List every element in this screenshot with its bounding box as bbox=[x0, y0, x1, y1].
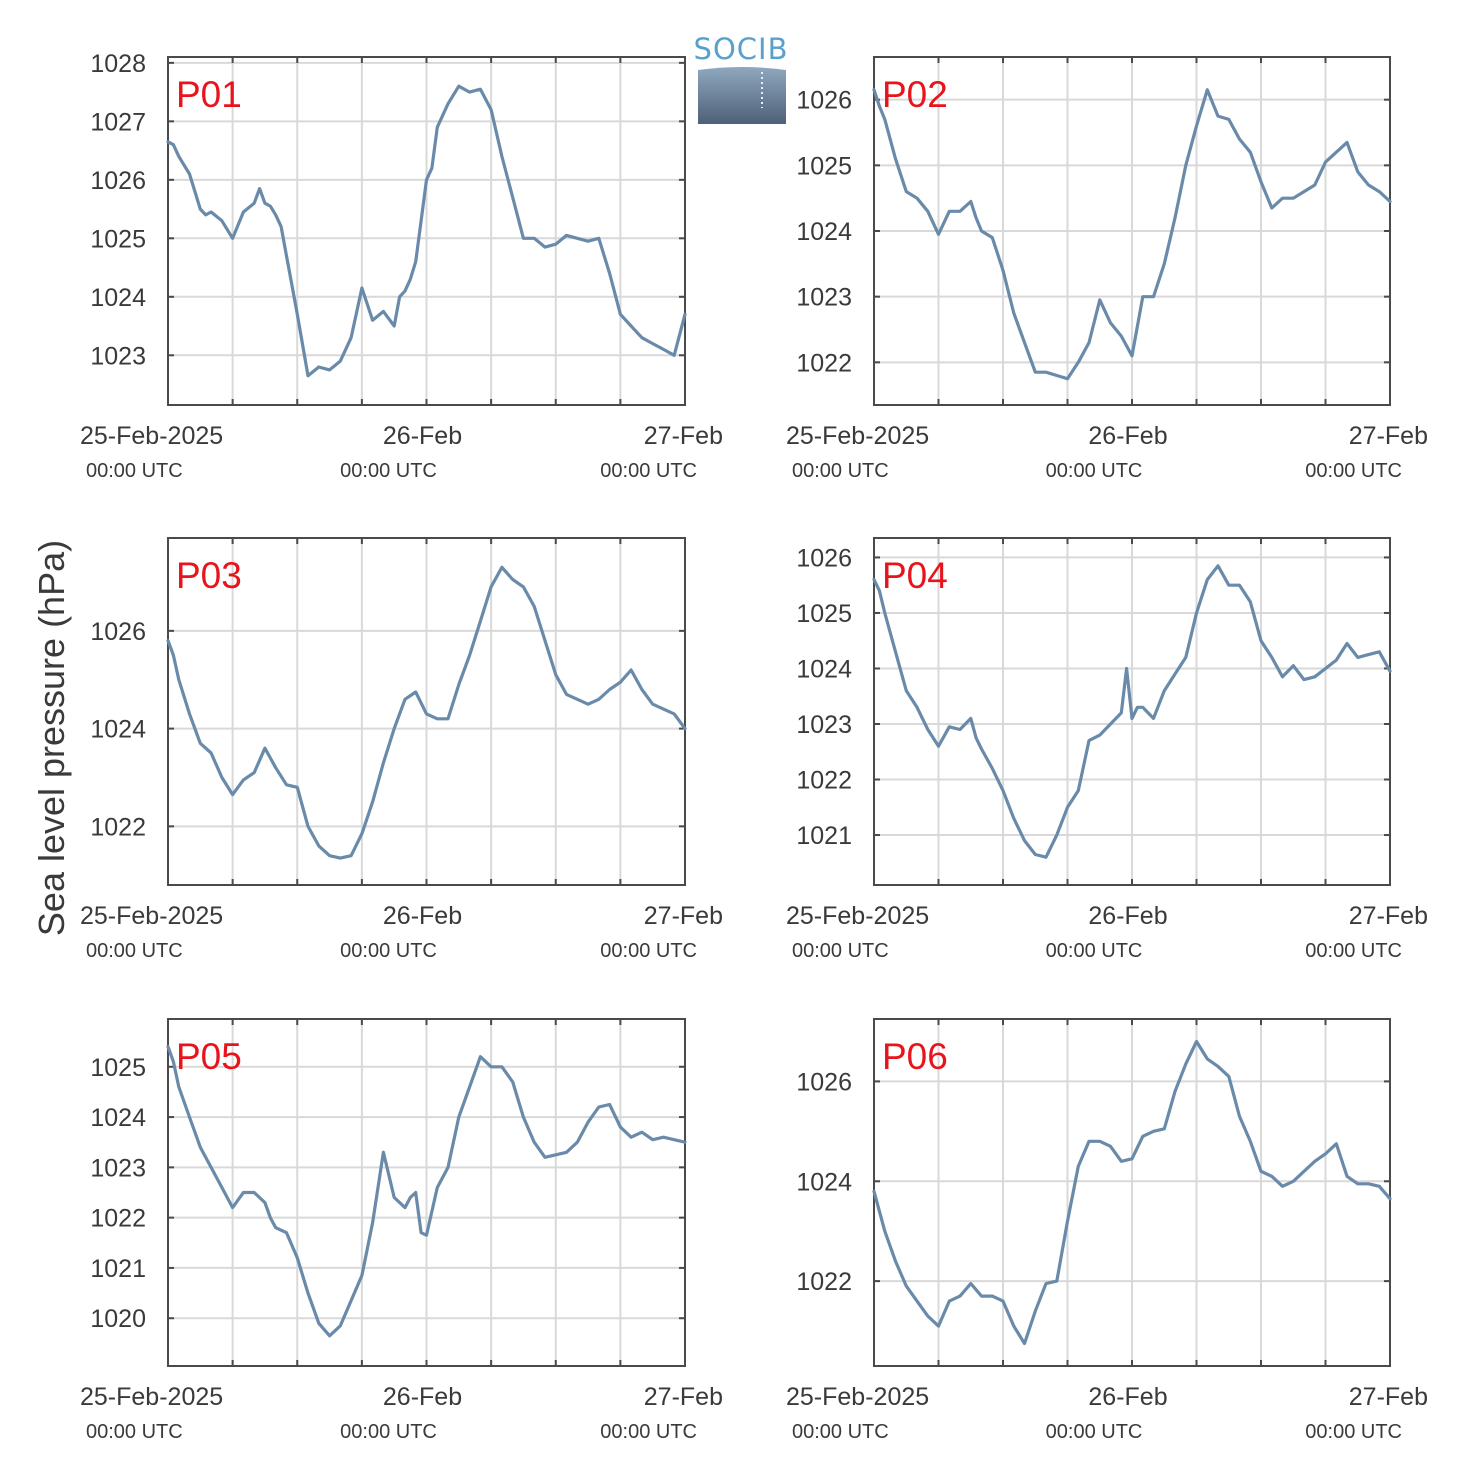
x-tick-time-label: 00:00 UTC bbox=[600, 940, 697, 962]
y-tick-label: 1024 bbox=[796, 655, 852, 683]
x-tick-time-label: 00:00 UTC bbox=[86, 1421, 183, 1443]
x-tick-time-label: 00:00 UTC bbox=[792, 460, 889, 482]
panel-p05: 1020 1021 1022 1023 1024 1025 P05 25-Feb-2025 00… bbox=[80, 1018, 723, 1443]
y-tick-label: 1025 bbox=[90, 225, 146, 253]
x-tick-date-label: 25-Feb-2025 bbox=[80, 422, 223, 450]
plot-frame bbox=[873, 537, 1391, 886]
x-tick-date-label: 27-Feb bbox=[1349, 422, 1428, 450]
y-tick-label: 1025 bbox=[796, 600, 852, 628]
y-tick-label: 1022 bbox=[796, 349, 852, 377]
x-tick-time-label: 00:00 UTC bbox=[792, 940, 889, 962]
panel-label: P04 bbox=[882, 555, 948, 596]
x-tick-time-label: 00:00 UTC bbox=[340, 460, 437, 482]
x-tick-time-label: 00:00 UTC bbox=[600, 460, 697, 482]
y-tick-label: 1026 bbox=[796, 87, 852, 115]
x-tick-date-label: 27-Feb bbox=[1349, 1383, 1428, 1411]
x-tick-time-label: 00:00 UTC bbox=[1046, 940, 1143, 962]
y-tick-label: 1026 bbox=[90, 618, 146, 646]
x-tick-time-label: 00:00 UTC bbox=[1305, 1421, 1402, 1443]
y-tick-label: 1026 bbox=[796, 544, 852, 572]
y-tick-label: 1022 bbox=[796, 1268, 852, 1296]
y-tick-label: 1024 bbox=[90, 1104, 146, 1132]
plot-frame bbox=[167, 1018, 686, 1367]
y-tick-label: 1024 bbox=[90, 284, 146, 312]
x-tick-time-label: 00:00 UTC bbox=[340, 1421, 437, 1443]
panel-p02: 1022 1023 1024 1025 1026 P02 25-Feb-2025 00:00 … bbox=[786, 56, 1428, 482]
y-tick-label: 1022 bbox=[90, 1205, 146, 1233]
x-tick-date-label: 27-Feb bbox=[644, 902, 723, 930]
y-tick-label: 1023 bbox=[796, 711, 852, 739]
panel-p04: 1021 1022 1023 1024 1025 1026 P04 25-Feb-2025 00… bbox=[786, 537, 1428, 962]
y-tick-label: 1026 bbox=[90, 167, 146, 195]
x-tick-date-label: 26-Feb bbox=[383, 902, 462, 930]
x-tick-date-label: 27-Feb bbox=[644, 422, 723, 450]
panel-label: P06 bbox=[882, 1036, 948, 1077]
panel-label: P01 bbox=[176, 74, 242, 115]
y-tick-label: 1023 bbox=[90, 1154, 146, 1182]
x-tick-date-label: 26-Feb bbox=[383, 1383, 462, 1411]
y-tick-label: 1021 bbox=[90, 1255, 146, 1283]
logo-text: SOCIB bbox=[694, 32, 789, 66]
panel-label: P05 bbox=[176, 1036, 242, 1077]
x-tick-time-label: 00:00 UTC bbox=[1305, 940, 1402, 962]
y-tick-label: 1021 bbox=[796, 822, 852, 850]
y-tick-label: 1024 bbox=[796, 1168, 852, 1196]
y-tick-label: 1027 bbox=[90, 108, 146, 136]
series-line bbox=[166, 1045, 687, 1338]
y-axis-label: Sea level pressure (hPa) bbox=[31, 540, 72, 936]
plot-frame bbox=[873, 56, 1391, 406]
y-tick-label: 1026 bbox=[796, 1068, 852, 1096]
series-line bbox=[872, 88, 1392, 381]
x-tick-time-label: 00:00 UTC bbox=[792, 1421, 889, 1443]
y-tick-label: 1023 bbox=[90, 342, 146, 370]
x-tick-time-label: 00:00 UTC bbox=[86, 940, 183, 962]
x-tick-date-label: 25-Feb-2025 bbox=[786, 422, 929, 450]
y-tick-label: 1024 bbox=[90, 716, 146, 744]
x-tick-time-label: 00:00 UTC bbox=[600, 1421, 697, 1443]
x-tick-time-label: 00:00 UTC bbox=[1046, 1421, 1143, 1443]
plot-frame bbox=[167, 56, 686, 406]
panel-p03: 1022 1024 1026 P03 25-Feb-2025 00:00 UTC 26-Fe… bbox=[80, 537, 723, 962]
x-tick-date-label: 25-Feb-2025 bbox=[80, 1383, 223, 1411]
plot-frame bbox=[167, 537, 686, 886]
series-line bbox=[872, 564, 1392, 859]
x-tick-date-label: 25-Feb-2025 bbox=[786, 902, 929, 930]
x-tick-date-label: 27-Feb bbox=[644, 1383, 723, 1411]
series-line bbox=[872, 1039, 1392, 1346]
y-tick-label: 1024 bbox=[796, 218, 852, 246]
panel-p06: 1022 1024 1026 P06 25-Feb-2025 00:00 UTC 26-Fe… bbox=[786, 1018, 1428, 1443]
y-tick-label: 1025 bbox=[796, 152, 852, 180]
y-tick-label: 1022 bbox=[90, 813, 146, 841]
x-tick-date-label: 27-Feb bbox=[1349, 902, 1428, 930]
x-tick-time-label: 00:00 UTC bbox=[1046, 460, 1143, 482]
series-line bbox=[166, 565, 687, 860]
y-tick-label: 1025 bbox=[90, 1054, 146, 1082]
panel-label: P02 bbox=[882, 74, 948, 115]
x-tick-time-label: 00:00 UTC bbox=[1305, 460, 1402, 482]
x-tick-date-label: 25-Feb-2025 bbox=[786, 1383, 929, 1411]
series-line bbox=[166, 84, 687, 378]
x-tick-time-label: 00:00 UTC bbox=[340, 940, 437, 962]
x-tick-time-label: 00:00 UTC bbox=[86, 460, 183, 482]
x-tick-date-label: 26-Feb bbox=[1088, 1383, 1167, 1411]
y-tick-label: 1023 bbox=[796, 284, 852, 312]
y-tick-label: 1020 bbox=[90, 1305, 146, 1333]
x-tick-date-label: 26-Feb bbox=[1088, 422, 1167, 450]
y-tick-label: 1022 bbox=[796, 767, 852, 795]
y-tick-label: 1028 bbox=[90, 50, 146, 78]
x-tick-date-label: 25-Feb-2025 bbox=[80, 902, 223, 930]
x-tick-date-label: 26-Feb bbox=[1088, 902, 1167, 930]
panel-label: P03 bbox=[176, 555, 242, 596]
panel-p01: 1023 1024 1025 1026 1027 1028 P01 25-Feb-2025 00… bbox=[80, 50, 723, 482]
x-tick-date-label: 26-Feb bbox=[383, 422, 462, 450]
socib-logo: SOCIB bbox=[694, 32, 789, 124]
